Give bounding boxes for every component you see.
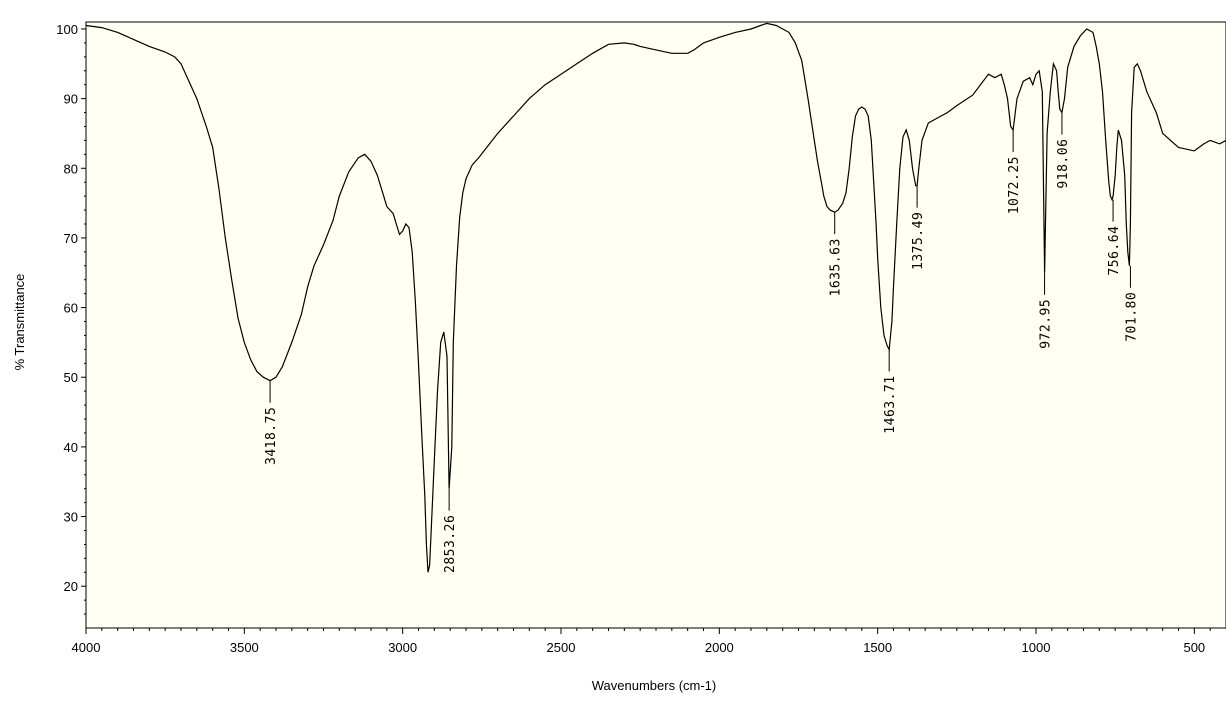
y-axis: 20 30 40 50 60 70 80 90 100 [56, 22, 86, 615]
peak-label: 1463.71 [883, 375, 898, 433]
peak-label: 1375.49 [911, 212, 926, 270]
peak-label: 701.80 [1124, 292, 1139, 342]
peak-label: 3418.75 [264, 407, 279, 465]
y-tick-label: 70 [64, 231, 78, 246]
y-tick-label: 50 [64, 370, 78, 385]
x-axis: 4000 3500 3000 2500 2000 1500 1000 500 [72, 628, 1211, 655]
peak-label: 2853.26 [443, 515, 458, 573]
x-axis-title: Wavenumbers (cm-1) [592, 678, 716, 693]
x-tick-label: 2000 [705, 640, 734, 655]
x-tick-label: 2500 [547, 640, 576, 655]
spectrum-line [85, 22, 1226, 573]
y-tick-label: 80 [64, 161, 78, 176]
peak-label: 1072.25 [1007, 156, 1022, 214]
x-tick-label: 4000 [72, 640, 101, 655]
x-tick-label: 1000 [1022, 640, 1051, 655]
y-tick-label: 40 [64, 440, 78, 455]
plot-area [85, 21, 1226, 629]
peak-label: 918.06 [1056, 139, 1071, 189]
y-axis-title: % Transmittance [12, 274, 27, 371]
y-tick-label: 60 [64, 301, 78, 316]
x-tick-label: 1500 [863, 640, 892, 655]
y-tick-label: 90 [64, 92, 78, 107]
x-tick-label: 3000 [388, 640, 417, 655]
y-tick-label: 100 [56, 22, 78, 37]
peak-label: 972.95 [1039, 299, 1054, 349]
x-tick-label: 3500 [230, 640, 259, 655]
x-tick-label: 500 [1183, 640, 1205, 655]
peak-label: 756.64 [1107, 226, 1122, 276]
peak-label: 1635.63 [829, 238, 844, 296]
peak-annotations: 3418.75 2853.26 1635.63 1463.71 1375.49 1072.… [264, 112, 1139, 573]
y-tick-label: 30 [64, 510, 78, 525]
y-tick-label: 20 [64, 579, 78, 594]
